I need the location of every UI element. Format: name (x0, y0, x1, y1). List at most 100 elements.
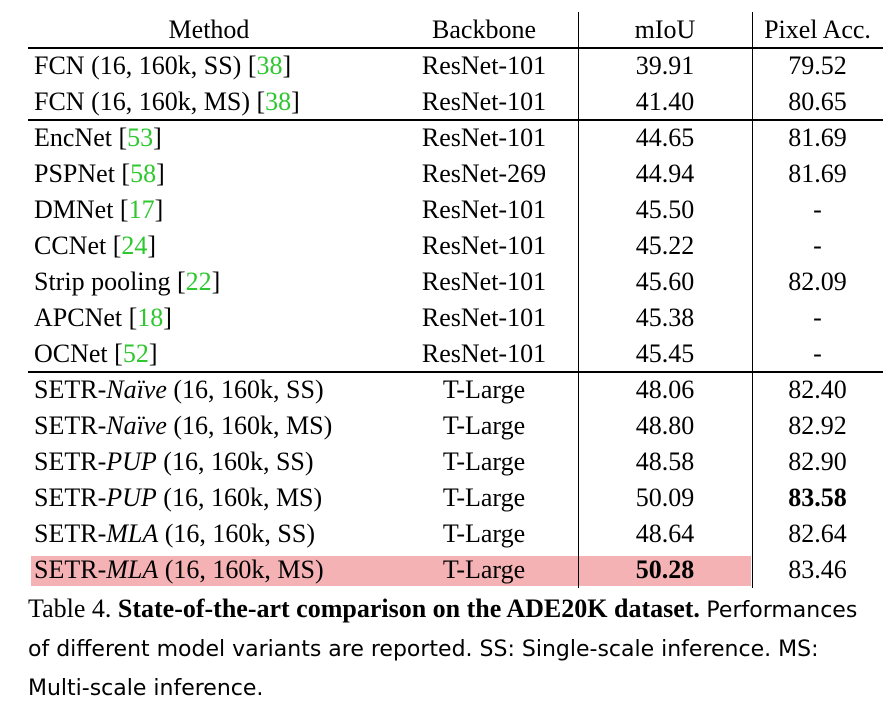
backbone-cell: ResNet-101 (421, 195, 547, 224)
header-method: Method (168, 15, 250, 44)
method-cell: PSPNet [58] (34, 159, 165, 188)
pixel-acc-cell: - (813, 303, 822, 332)
pixel-acc-cell: 82.64 (788, 519, 847, 548)
table-header: Method Backbone mIoU Pixel Acc. (28, 12, 883, 48)
pixel-acc-cell: 82.09 (788, 267, 847, 296)
table-row: EncNet [53] ResNet-101 44.65 81.69 (28, 120, 883, 156)
citation-link[interactable]: 58 (130, 159, 157, 188)
header-miou: mIoU (634, 15, 696, 44)
table-row: SETR-Naïve (16, 160k, SS) T-Large 48.06 82.… (28, 372, 883, 408)
table-row: FCN (16, 160k, SS) [38] ResNet-101 39.91 79… (28, 48, 883, 84)
table-row: SETR-PUP (16, 160k, MS) T-Large 50.09 83.58 (28, 480, 883, 516)
citation-link[interactable]: 18 (137, 303, 164, 332)
backbone-cell: ResNet-101 (421, 87, 547, 116)
method-cell: FCN (16, 160k, SS) [38] (34, 51, 292, 80)
pixel-acc-cell: 81.69 (788, 123, 847, 152)
row-highlight (31, 556, 751, 586)
backbone-cell: T-Large (442, 519, 526, 548)
pixel-acc-cell: - (813, 339, 822, 368)
table-row: DMNet [17] ResNet-101 45.50 - (28, 192, 883, 228)
miou-cell: 45.38 (635, 303, 695, 332)
table-row: CCNet [24] ResNet-101 45.22 - (28, 228, 883, 264)
miou-cell: 50.28 (635, 555, 695, 584)
table-row: SETR-Naïve (16, 160k, MS) T-Large 48.80 82.… (28, 408, 883, 444)
method-cell: APCNet [18] (34, 303, 172, 332)
pixel-acc-cell: 83.58 (788, 483, 847, 512)
method-variant: MLA (106, 555, 159, 584)
method-cell: Strip pooling [22] (34, 267, 221, 296)
citation-link[interactable]: 17 (128, 195, 155, 224)
backbone-cell: ResNet-269 (421, 159, 547, 188)
backbone-cell: T-Large (442, 555, 526, 584)
header-backbone: Backbone (432, 15, 536, 44)
pixel-acc-cell: - (813, 195, 822, 224)
table-row: PSPNet [58] ResNet-269 44.94 81.69 (28, 156, 883, 192)
citation-link[interactable]: 24 (121, 231, 148, 260)
miou-cell: 45.50 (635, 195, 695, 224)
method-cell: OCNet [52] (34, 339, 158, 368)
method-cell: CCNet [24] (34, 231, 157, 260)
backbone-cell: T-Large (442, 483, 526, 512)
citation-link[interactable]: 53 (127, 123, 154, 152)
pixel-acc-cell: 81.69 (788, 159, 847, 188)
column-divider (752, 12, 753, 588)
method-cell: SETR-PUP (16, 160k, MS) (34, 483, 323, 512)
miou-cell: 48.80 (635, 411, 695, 440)
miou-cell: 45.45 (635, 339, 695, 368)
method-variant: PUP (106, 447, 157, 476)
method-cell: SETR-Naïve (16, 160k, SS) (34, 375, 324, 404)
citation-link[interactable]: 38 (265, 87, 292, 116)
table-row: SETR-PUP (16, 160k, SS) T-Large 48.58 82.90 (28, 444, 883, 480)
miou-cell: 45.22 (635, 231, 695, 260)
method-variant: PUP (106, 483, 157, 512)
pixel-acc-cell: 80.65 (788, 87, 847, 116)
pixel-acc-cell: 79.52 (788, 51, 847, 80)
pixel-acc-cell: - (813, 231, 822, 260)
miou-cell: 44.65 (635, 123, 695, 152)
header-pixel-acc: Pixel Acc. (764, 15, 871, 44)
backbone-cell: ResNet-101 (421, 303, 547, 332)
miou-cell: 45.60 (635, 267, 695, 296)
miou-cell: 48.58 (635, 447, 695, 476)
results-table: Method Backbone mIoU Pixel Acc. FCN (16,… (28, 12, 883, 588)
backbone-cell: T-Large (442, 375, 526, 404)
method-variant: Naïve (106, 375, 167, 404)
column-divider (578, 12, 579, 588)
citation-link[interactable]: 22 (185, 267, 212, 296)
pixel-acc-cell: 82.40 (788, 375, 847, 404)
group-divider (28, 119, 883, 121)
table-row: APCNet [18] ResNet-101 45.38 - (28, 300, 883, 336)
method-cell: SETR-MLA (16, 160k, MS) (34, 555, 324, 584)
group-divider (28, 371, 883, 373)
method-cell: SETR-PUP (16, 160k, SS) (34, 447, 314, 476)
method-cell: FCN (16, 160k, MS) [38] (34, 87, 300, 116)
method-cell: SETR-MLA (16, 160k, SS) (34, 519, 315, 548)
miou-cell: 44.94 (635, 159, 695, 188)
pixel-acc-cell: 82.90 (788, 447, 847, 476)
backbone-cell: ResNet-101 (421, 267, 547, 296)
method-variant: Naïve (106, 411, 167, 440)
pixel-acc-cell: 83.46 (788, 555, 847, 584)
miou-cell: 48.64 (635, 519, 695, 548)
caption-title: State-of-the-art comparison on the ADE20… (117, 594, 700, 623)
table-row: FCN (16, 160k, MS) [38] ResNet-101 41.40 80… (28, 84, 883, 120)
caption-body: Performances of different model variants… (28, 598, 858, 701)
method-cell: EncNet [53] (34, 123, 162, 152)
table-row: Strip pooling [22] ResNet-101 45.60 82.09 (28, 264, 883, 300)
citation-link[interactable]: 38 (256, 51, 283, 80)
miou-cell: 39.91 (635, 51, 695, 80)
miou-cell: 50.09 (635, 483, 695, 512)
group-divider (28, 47, 883, 49)
backbone-cell: ResNet-101 (421, 123, 547, 152)
method-variant: MLA (106, 519, 159, 548)
backbone-cell: ResNet-101 (421, 231, 547, 260)
table-body: FCN (16, 160k, SS) [38] ResNet-101 39.91 79… (28, 48, 883, 588)
citation-link[interactable]: 52 (122, 339, 149, 368)
table-caption: Table 4. State-of-the-art comparison on … (28, 590, 883, 707)
caption-label: Table 4. (28, 594, 112, 623)
miou-cell: 48.06 (635, 375, 695, 404)
backbone-cell: T-Large (442, 447, 526, 476)
table-row: SETR-MLA (16, 160k, MS) T-Large 50.28 83.46 (28, 552, 883, 588)
table-row: OCNet [52] ResNet-101 45.45 - (28, 336, 883, 372)
table-row: SETR-MLA (16, 160k, SS) T-Large 48.64 82.64 (28, 516, 883, 552)
